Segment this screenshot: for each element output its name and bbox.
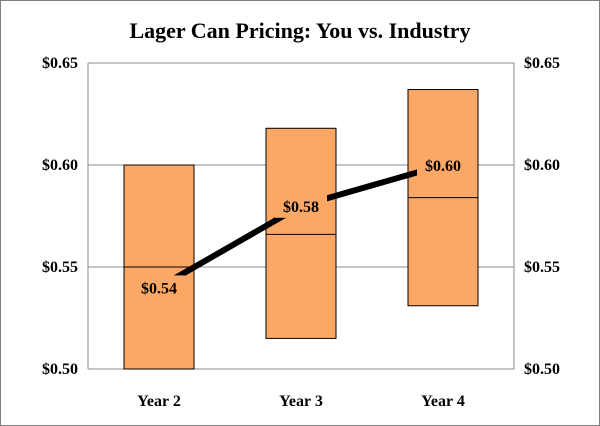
category-labels: Year 2 Year 3 Year 4 [137,393,465,410]
price-label-bg-3 [417,153,469,177]
price-label-bg-2 [275,193,327,218]
y-tick-right-0: $0.50 [524,361,560,378]
x-category-2: Year 3 [279,393,323,410]
price-label-1: $0.54 [141,280,177,297]
chart-title: Lager Can Pricing: You vs. Industry [129,18,470,43]
y-tick-right-1: $0.55 [524,259,560,276]
y-tick-right-2: $0.60 [524,157,560,174]
axis-ticks: $0.50 $0.50 $0.55 $0.55 $0.60 $0.60 $0.65 $0.65 [42,55,560,378]
x-category-3: Year 4 [421,393,465,410]
price-label-2: $0.58 [283,199,319,216]
your-price-labels: $0.54 $0.58 $0.60 [133,153,469,300]
x-category-1: Year 2 [137,393,181,410]
y-tick-left-0: $0.50 [42,361,78,378]
y-tick-left-2: $0.60 [42,157,78,174]
y-tick-left-1: $0.55 [42,259,78,276]
price-label-3: $0.60 [425,158,461,175]
y-tick-left-3: $0.65 [42,55,78,72]
price-label-bg-1 [133,275,185,300]
industry-box-2 [265,127,337,339]
industry-range-boxes [123,89,479,370]
y-tick-right-3: $0.65 [524,55,560,72]
